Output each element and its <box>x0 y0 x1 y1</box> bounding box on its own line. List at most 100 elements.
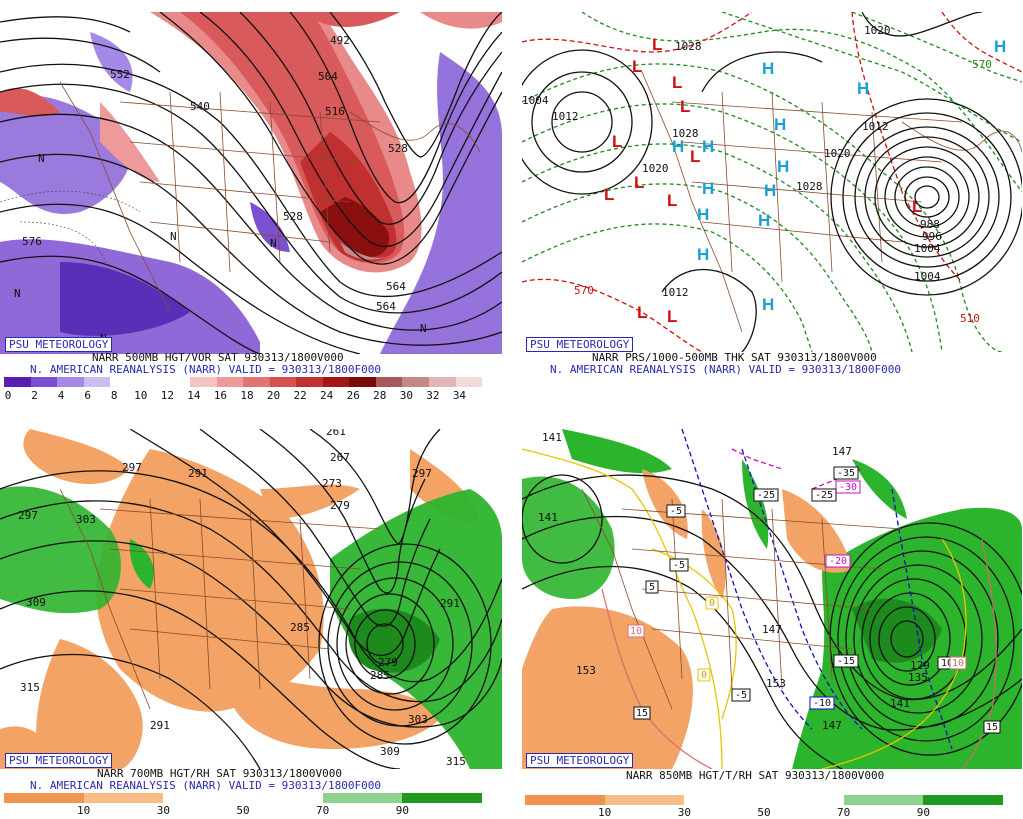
rh-scale-labels: 10 30 50 70 90 <box>4 804 482 817</box>
contour-label: 315 <box>20 681 40 694</box>
scale-tick-label: 16 <box>213 389 228 402</box>
panel-850mb-hgt-t-rh: 141 147 153 129 135 141 147 153 141 147 … <box>521 415 1023 819</box>
temp-box-label: 10 <box>949 656 967 670</box>
temp-box-label: 0 <box>697 668 711 682</box>
panel-valid-caption: N. AMERICAN REANALYSIS (NARR) VALID = 93… <box>30 779 381 792</box>
scale-tick-label: 14 <box>187 389 201 402</box>
scale-tick-label: 30 <box>156 804 170 817</box>
svg-text:-35: -35 <box>837 468 855 479</box>
high-pressure-marker: H <box>764 181 776 200</box>
temp-box-label: 10 <box>627 624 645 638</box>
contour-label: 285 <box>370 669 390 682</box>
color-swatch <box>57 377 84 387</box>
svg-text:-30: -30 <box>839 482 857 493</box>
scale-tick-label: 2 <box>31 389 38 402</box>
svg-text:-25: -25 <box>815 490 833 501</box>
psu-meteorology-badge: PSU METEOROLOGY <box>526 337 634 352</box>
high-pressure-marker: H <box>762 295 774 314</box>
scale-tick-label: 70 <box>837 806 851 819</box>
high-pressure-marker: H <box>777 157 789 176</box>
contour-label: 315 <box>446 755 466 768</box>
svg-text:10: 10 <box>952 658 964 669</box>
temp-box-label: -15 <box>833 654 859 668</box>
scale-tick-label: 22 <box>293 389 307 402</box>
map-500mb: 492 504 516 528 540 552 564 576 528 564 … <box>0 12 502 354</box>
low-pressure-marker: L <box>912 197 922 216</box>
low-pressure-marker: L <box>612 132 622 151</box>
isobar-label: 1004 <box>522 94 549 107</box>
vorticity-n-label: N <box>420 322 427 335</box>
psu-meteorology-badge: PSU METEOROLOGY <box>5 337 113 352</box>
contour-label: 261 <box>326 429 346 438</box>
low-pressure-marker: L <box>680 97 690 116</box>
high-pressure-marker: H <box>702 179 714 198</box>
temp-box-label: -5 <box>666 504 686 518</box>
low-pressure-marker: L <box>667 191 677 210</box>
isobar-label: 996 <box>922 230 942 243</box>
temp-box-label: 15 <box>983 720 1001 734</box>
scale-tick-label: 10 <box>598 806 612 819</box>
contour-label: 147 <box>762 623 782 636</box>
panel-caption: NARR 700MB HGT/RH SAT 930313/1800V000 <box>97 767 343 780</box>
svg-text:10: 10 <box>941 658 953 669</box>
svg-text:-25: -25 <box>757 490 775 501</box>
contour-label: 291 <box>440 597 460 610</box>
high-pressure-marker: H <box>758 211 770 230</box>
isobar-label: 1004 <box>914 242 941 255</box>
scale-tick-label: 10 <box>134 389 148 402</box>
svg-text:15: 15 <box>636 708 648 719</box>
scale-tick-label: 10 <box>77 804 91 817</box>
contour-label: 528 <box>283 210 303 223</box>
contour-label: 528 <box>388 142 408 155</box>
panel-700mb-hgt-rh: 297 291 303 309 315 297 291 285 279 273 … <box>0 415 503 817</box>
contour-label: 141 <box>890 697 910 710</box>
isobar-label: 1028 <box>672 127 699 140</box>
svg-text:5: 5 <box>649 582 655 593</box>
contour-label: 135 <box>908 671 928 684</box>
isobar-label: 1028 <box>675 40 702 53</box>
scale-tick-label: 50 <box>236 804 250 817</box>
scale-tick-label: 6 <box>84 389 91 402</box>
contour-label: 564 <box>386 280 406 293</box>
color-swatch <box>455 377 483 387</box>
temp-box-label: -30 <box>835 480 861 494</box>
vorticity-n-label: N <box>38 152 45 165</box>
scale-tick-label: 8 <box>110 389 118 402</box>
high-pressure-marker: H <box>762 59 774 78</box>
scale-tick-label: 30 <box>677 806 691 819</box>
svg-text:-10: -10 <box>813 698 831 709</box>
isobar-label: 1012 <box>662 286 689 299</box>
temp-box-label: 15 <box>633 706 651 720</box>
temp-box-label: -35 <box>833 466 859 480</box>
scale-tick-label: 26 <box>346 389 360 402</box>
high-pressure-marker: H <box>697 245 709 264</box>
color-swatch <box>83 377 111 387</box>
psu-meteorology-badge: PSU METEOROLOGY <box>526 753 634 768</box>
contour-label: 291 <box>188 467 208 480</box>
rh-color-scale <box>4 793 483 803</box>
vorticity-n-label: N <box>170 230 177 243</box>
panel-caption: NARR PRS/1000-500MB THK SAT 930313/1800V… <box>592 351 877 364</box>
map-pressure-thickness: 1020 1028 1012 1004 1028 1020 1012 1004 … <box>522 12 1022 352</box>
scale-tick-label: 24 <box>320 389 334 402</box>
svg-text:15: 15 <box>986 722 998 733</box>
scale-tick-label: 4 <box>57 389 65 402</box>
contour-label: 492 <box>330 34 350 47</box>
contour-label: 309 <box>380 745 400 758</box>
scale-tick-label: 90 <box>916 806 930 819</box>
isobar-label: 1020 <box>864 24 891 37</box>
contour-label: 147 <box>822 719 842 732</box>
color-swatch <box>216 377 244 387</box>
low-pressure-marker: L <box>667 307 677 326</box>
svg-text:-15: -15 <box>837 656 855 667</box>
contour-label: 291 <box>150 719 170 732</box>
color-swatch <box>110 377 137 387</box>
low-pressure-marker: L <box>604 185 614 204</box>
temp-box-label: -5 <box>669 558 689 572</box>
panel-valid-caption: N. AMERICAN REANALYSIS (NARR) VALID = 93… <box>30 363 381 376</box>
thickness-label: 510 <box>960 312 980 325</box>
scale-tick-label: 20 <box>266 389 281 402</box>
scale-tick-label: 70 <box>316 804 330 817</box>
high-pressure-marker: H <box>994 37 1006 56</box>
panel-valid-caption: N. AMERICAN REANALYSIS (NARR) VALID = 93… <box>550 363 901 376</box>
